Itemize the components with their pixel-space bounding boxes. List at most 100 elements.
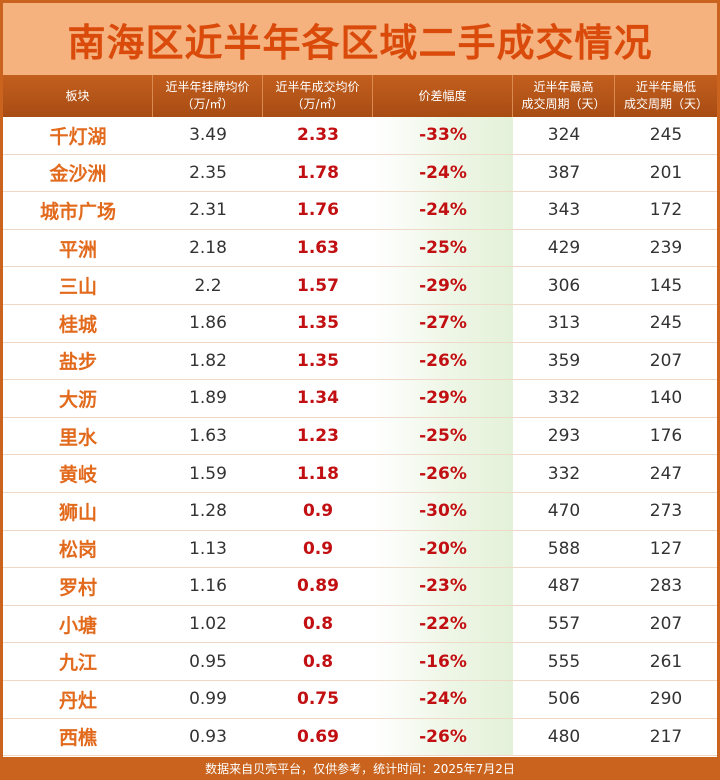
- listing-price-cell: 2.18: [189, 238, 227, 259]
- deal-price-cell: 0.69: [297, 726, 339, 747]
- min-cycle-cell: 127: [649, 538, 683, 559]
- deal-price-cell: 0.9: [302, 538, 334, 559]
- table-row: 里水 1.63 1.23 -25% 293 176: [3, 417, 717, 456]
- table-row: 西樵 0.93 0.69 -26% 480 217: [3, 718, 717, 757]
- price-gap-cell: -24%: [373, 154, 513, 192]
- min-cycle-cell: 172: [649, 200, 683, 221]
- district-name-cell: 城市广场: [39, 200, 116, 223]
- listing-price-cell: 1.02: [189, 614, 227, 635]
- price-gap-cell: -25%: [373, 417, 513, 455]
- table-row: 小塘 1.02 0.8 -22% 557 207: [3, 605, 717, 644]
- price-gap-cell: -27%: [373, 304, 513, 342]
- listing-price-cell: 1.16: [189, 576, 227, 597]
- min-cycle-cell: 217: [649, 726, 683, 747]
- deal-price-cell: 1.57: [297, 275, 339, 296]
- district-name-cell: 九江: [58, 652, 97, 675]
- price-gap-cell: -33%: [373, 117, 513, 154]
- max-cycle-cell: 555: [547, 651, 581, 672]
- listing-price-cell: 1.13: [189, 538, 227, 559]
- table-row: 罗村 1.16 0.89 -23% 487 283: [3, 568, 717, 606]
- min-cycle-cell: 273: [649, 501, 683, 522]
- deal-price-cell: 0.8: [302, 614, 334, 635]
- deal-price-cell: 1.18: [297, 463, 339, 484]
- table-row: 丹灶 0.99 0.75 -24% 506 290: [3, 680, 717, 719]
- price-gap-cell: -25%: [373, 229, 513, 267]
- table-row: 盐步 1.82 1.35 -26% 359 207: [3, 342, 717, 381]
- table-row: 大沥 1.89 1.34 -29% 332 140: [3, 380, 717, 418]
- deal-price-cell: 1.35: [297, 350, 339, 371]
- max-cycle-cell: 480: [547, 726, 581, 747]
- price-gap-cell: -16%: [373, 643, 513, 680]
- table-row: 金沙洲 2.35 1.78 -24% 387 201: [3, 154, 717, 193]
- price-gap-cell: -22%: [373, 605, 513, 643]
- table-row: 松岗 1.13 0.9 -20% 588 127: [3, 530, 717, 569]
- price-gap-cell: -29%: [373, 380, 513, 417]
- min-cycle-cell: 261: [649, 651, 683, 672]
- listing-price-cell: 2.31: [189, 200, 227, 221]
- max-cycle-cell: 506: [547, 689, 581, 710]
- price-gap-cell: -26%: [373, 455, 513, 492]
- column-header-2: 近半年成交均价 （万/㎡）: [263, 75, 373, 117]
- listing-price-cell: 2.35: [189, 162, 227, 183]
- table-row: 狮山 1.28 0.9 -30% 470 273: [3, 492, 717, 531]
- min-cycle-cell: 207: [649, 614, 683, 635]
- table-row: 城市广场 2.31 1.76 -24% 343 172: [3, 192, 717, 230]
- deal-price-cell: 2.33: [297, 125, 339, 146]
- table-row: 平洲 2.18 1.63 -25% 429 239: [3, 229, 717, 268]
- price-gap-cell: -23%: [373, 568, 513, 605]
- listing-price-cell: 0.93: [189, 726, 227, 747]
- price-gap-cell: -26%: [373, 718, 513, 756]
- listing-price-cell: 1.59: [189, 463, 227, 484]
- deal-price-cell: 0.75: [297, 689, 339, 710]
- listing-price-cell: 1.82: [189, 350, 227, 371]
- min-cycle-cell: 247: [649, 463, 683, 484]
- footer-note: 数据来自贝壳平台，仅供参考，统计时间：2025年7月2日: [3, 757, 717, 780]
- column-header-0: 板块: [3, 75, 153, 117]
- max-cycle-cell: 324: [547, 125, 581, 146]
- deal-price-cell: 1.78: [297, 162, 339, 183]
- table-header: 板块 近半年挂牌均价 （万/㎡） 近半年成交均价 （万/㎡） 价差幅度 近半年最高 成交…: [3, 75, 717, 117]
- district-name-cell: 西樵: [58, 727, 97, 750]
- table-row: 三山 2.2 1.57 -29% 306 145: [3, 267, 717, 305]
- max-cycle-cell: 359: [547, 350, 581, 371]
- district-name-cell: 平洲: [58, 238, 97, 261]
- min-cycle-cell: 239: [649, 238, 683, 259]
- price-gap-cell: -30%: [373, 492, 513, 530]
- listing-price-cell: 1.86: [189, 313, 227, 334]
- table-row: 千灯湖 3.49 2.33 -33% 324 245: [3, 117, 717, 155]
- deal-price-cell: 1.34: [297, 388, 339, 409]
- min-cycle-cell: 176: [649, 426, 683, 447]
- district-name-cell: 松岗: [58, 539, 97, 562]
- listing-price-cell: 0.95: [189, 651, 227, 672]
- district-name-cell: 丹灶: [58, 689, 97, 712]
- district-name-cell: 三山: [58, 276, 97, 299]
- min-cycle-cell: 245: [649, 125, 683, 146]
- listing-price-cell: 1.89: [189, 388, 227, 409]
- listing-price-cell: 1.28: [189, 501, 227, 522]
- table-body: 千灯湖 3.49 2.33 -33% 324 245 金沙洲 2.35 1.78 -24% 387 2…: [3, 117, 717, 757]
- min-cycle-cell: 207: [649, 350, 683, 371]
- listing-price-cell: 2.2: [194, 275, 222, 296]
- listing-price-cell: 1.63: [189, 426, 227, 447]
- deal-price-cell: 1.35: [297, 313, 339, 334]
- max-cycle-cell: 470: [547, 501, 581, 522]
- district-name-cell: 罗村: [58, 576, 97, 599]
- max-cycle-cell: 429: [547, 238, 581, 259]
- max-cycle-cell: 306: [547, 275, 581, 296]
- deal-price-cell: 0.8: [302, 651, 334, 672]
- max-cycle-cell: 487: [547, 576, 581, 597]
- max-cycle-cell: 332: [547, 463, 581, 484]
- district-name-cell: 黄岐: [58, 464, 97, 487]
- price-gap-cell: -29%: [373, 267, 513, 304]
- district-name-cell: 盐步: [58, 351, 97, 374]
- deal-price-cell: 0.9: [302, 501, 334, 522]
- deal-price-cell: 1.23: [297, 426, 339, 447]
- table-row: 九江 0.95 0.8 -16% 555 261: [3, 643, 717, 681]
- table-row: 桂城 1.86 1.35 -27% 313 245: [3, 304, 717, 343]
- column-header-1: 近半年挂牌均价 （万/㎡）: [153, 75, 263, 117]
- listing-price-cell: 3.49: [189, 125, 227, 146]
- column-header-4: 近半年最高 成交周期（天）: [513, 75, 615, 117]
- listing-price-cell: 0.99: [189, 689, 227, 710]
- min-cycle-cell: 283: [649, 576, 683, 597]
